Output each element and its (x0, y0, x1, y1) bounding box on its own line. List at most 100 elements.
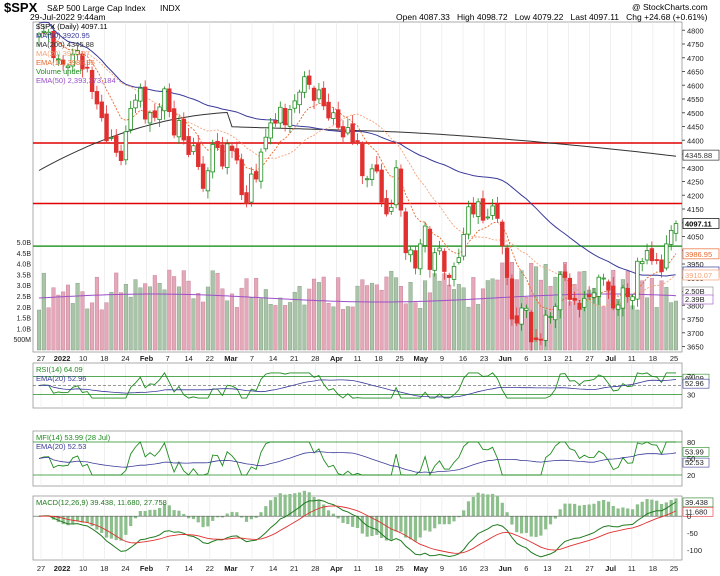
volume-bar (389, 270, 394, 351)
volume-tick-label: 3.0B (17, 283, 32, 290)
price-tick-label: 3650 (687, 343, 704, 352)
candle-body (418, 243, 423, 270)
macd-histogram-bar (375, 516, 379, 535)
macd-histogram-bar (655, 500, 659, 517)
x-tick-label: 22 (206, 564, 214, 573)
candle-body (485, 216, 490, 219)
candle-body (220, 144, 225, 167)
volume-bar (138, 287, 143, 351)
mfi-legend: MFI(14) 53.99 (28 Jul) EMA(20) 52.53 (36, 433, 110, 451)
volume-bar (563, 261, 568, 351)
macd-histogram-bar (491, 493, 495, 517)
candle-body (36, 33, 42, 38)
volume-bar (616, 299, 621, 351)
candle-body (374, 164, 380, 172)
macd-histogram-bar (476, 492, 480, 517)
candle-body (167, 88, 172, 113)
macd-histogram-bar (452, 516, 456, 522)
candle-body (649, 248, 655, 262)
macd-histogram-bar (129, 516, 133, 527)
volume-bar (70, 303, 75, 351)
price-tick-label: 4800 (687, 26, 704, 35)
x-tick-label: 18 (374, 354, 382, 363)
volume-bar (186, 280, 191, 351)
volume-bar (447, 284, 452, 351)
macd-histogram-bar (659, 504, 664, 517)
macd-histogram-bar (85, 516, 89, 523)
macd-histogram-bar (143, 511, 147, 517)
candle-body (673, 223, 679, 234)
x-tick-label: 13 (543, 564, 551, 573)
x-tick-label: 28 (311, 354, 319, 363)
volume-bar (278, 297, 283, 351)
candle-body (104, 113, 109, 142)
volume-bar (640, 280, 645, 351)
volume-bar (572, 284, 577, 351)
macd-histogram-bar (90, 516, 94, 527)
volume-bar (239, 287, 244, 351)
x-tick-label: 28 (311, 564, 319, 573)
candle-body (273, 120, 278, 124)
x-tick-label: 25 (396, 354, 404, 363)
macd-histogram-bar (370, 516, 374, 537)
candle-body (611, 285, 616, 309)
x-tick-label: 7 (166, 564, 170, 573)
volume-bar (369, 282, 374, 351)
macd-histogram-bar (423, 516, 427, 531)
macd-histogram-bar (529, 516, 533, 537)
macd-histogram-bar (418, 516, 422, 538)
candle-body (94, 91, 100, 105)
candle-body (89, 69, 95, 92)
candle-body (118, 150, 124, 162)
candle-body (80, 53, 85, 70)
macd-histogram-bar (326, 510, 331, 517)
volume-bar (205, 286, 210, 351)
x-tick-label: Feb (140, 564, 154, 573)
volume-bar (350, 306, 355, 351)
volume-bar (408, 282, 413, 351)
price-tick-label: 4650 (687, 68, 704, 77)
volume-bar (485, 280, 490, 351)
macd-histogram-bar (650, 499, 654, 517)
macd-histogram-bar (486, 494, 490, 517)
macd-histogram-bar (505, 512, 509, 517)
candle-body (109, 137, 114, 139)
candle-body (446, 274, 452, 278)
x-tick-label: 27 (585, 354, 593, 363)
macd-histogram-bar (220, 516, 224, 518)
candle-body (442, 250, 447, 272)
legend-item: Volume undef (36, 67, 82, 76)
candle-body (331, 112, 336, 119)
candle-body (456, 257, 462, 263)
volume-bar (176, 286, 181, 351)
volume-tag: 2.39B (685, 295, 705, 304)
candle-body (659, 259, 664, 273)
volume-tick-label: 3.5B (17, 272, 32, 279)
candle-body (475, 201, 481, 217)
candle-body (514, 315, 519, 324)
macd-histogram-bar (307, 492, 311, 517)
macd-histogram-bar (104, 516, 109, 538)
mfi-tag-box (682, 447, 710, 457)
candle-body (302, 76, 307, 93)
candle-body (114, 135, 119, 153)
candle-body (311, 87, 317, 101)
price-tick-label: 4300 (687, 164, 704, 173)
candle-body (591, 292, 597, 298)
mfi-tick-label: 50 (687, 455, 695, 464)
macd-histogram-bar (288, 493, 292, 517)
candle-body (210, 143, 215, 173)
price-tag-box (682, 269, 720, 281)
macd-histogram-bar (264, 506, 268, 517)
macd-histogram-bar (462, 510, 466, 517)
macd-histogram-bar (360, 516, 364, 534)
macd-histogram-bar (109, 516, 113, 539)
candle-body (123, 131, 129, 161)
macd-histogram-bar (365, 516, 369, 537)
candle-body (533, 337, 539, 341)
x-tick-label: Mar (224, 564, 237, 573)
volume-bar (495, 279, 500, 351)
volume-bar (201, 301, 206, 351)
price-tick-label: 4500 (687, 109, 704, 118)
candle-body (553, 305, 558, 321)
